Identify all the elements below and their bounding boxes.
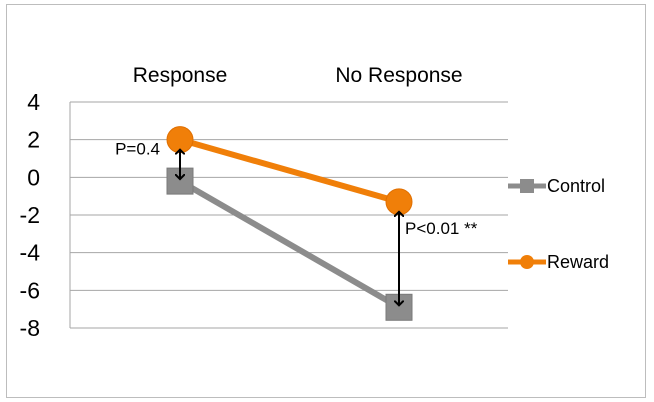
data-point-reward: [166, 126, 194, 154]
gridlines: [70, 101, 508, 329]
chart-frame: [6, 4, 646, 398]
legend-marker-control: [520, 179, 534, 193]
annotations: P=0.4 P<0.01 **: [115, 140, 478, 306]
legend: Control Reward: [508, 176, 609, 272]
legend-label: Control: [547, 176, 605, 196]
category-labels: Response No Response: [133, 64, 463, 87]
y-tick-label: -6: [20, 277, 40, 303]
y-tick-label: 0: [27, 164, 40, 190]
data-point-reward: [385, 188, 413, 216]
series-line-reward: [177, 136, 402, 205]
legend-label: Reward: [547, 252, 609, 272]
p-value-label: P<0.01 **: [405, 219, 478, 238]
legend-marker-reward: [520, 255, 534, 269]
y-tick-label: -4: [20, 240, 41, 266]
y-tick-label: 4: [27, 89, 40, 115]
y-tick-label: -8: [20, 315, 40, 341]
y-axis: 4 2 0 -2 -4 -6 -8: [20, 89, 71, 341]
category-label: Response: [133, 64, 228, 87]
category-label: No Response: [335, 64, 462, 87]
p-value-label: P=0.4: [115, 140, 160, 159]
series-line-control: [177, 178, 402, 311]
y-tick-label: -2: [20, 202, 40, 228]
y-tick-label: 2: [27, 127, 40, 153]
series-lines: [177, 136, 402, 311]
